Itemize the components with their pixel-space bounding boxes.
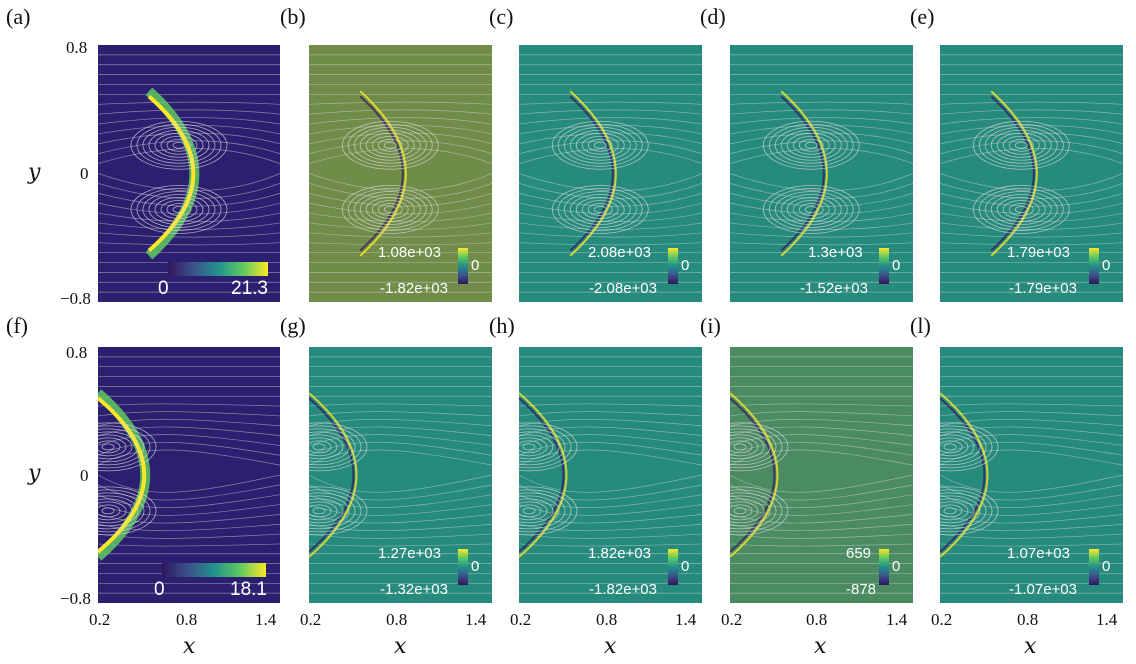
panel-l-plot [940, 347, 1123, 603]
colorbar-h [668, 549, 678, 585]
colorbar-g-max: 1.27e+03 [378, 545, 441, 562]
y-axis-label-row2: y [28, 461, 41, 486]
y-tick-bottom-row2: −0.8 [60, 589, 91, 608]
x-axis-label-col3: x [604, 634, 617, 659]
colorbar-h-min: -1.82e+03 [589, 581, 657, 598]
colorbar-g [458, 549, 468, 585]
y-axis-label-row1: y [28, 160, 41, 185]
colorbar-l-min: -1.07e+03 [1009, 581, 1077, 598]
panel-label-d: (d) [700, 4, 726, 29]
colorbar-l [1089, 549, 1099, 585]
colorbar-f [162, 563, 266, 577]
colorbar-g-zero: 0 [471, 558, 480, 575]
x-tick-right-col5: 1.4 [1096, 610, 1118, 629]
x-tick-left-col3: 0.2 [510, 610, 532, 629]
colorbar-a [168, 262, 268, 276]
x-tick-left-col4: 0.2 [721, 610, 743, 629]
colorbar-b-zero: 0 [471, 257, 480, 274]
x-tick-mid-col4: 0.8 [806, 610, 828, 629]
panel-a [98, 45, 280, 302]
colorbar-c-zero: 0 [681, 257, 690, 274]
colorbar-c-min: -2.08e+03 [589, 280, 657, 297]
panel-label-f: (f) [6, 313, 28, 338]
y-tick-top-row2: 0.8 [66, 343, 88, 362]
colorbar-g-min: -1.32e+03 [380, 581, 448, 598]
panel-label-h: (h) [489, 313, 515, 338]
panel-label-g: (g) [280, 313, 306, 338]
colorbar-l-zero: 0 [1102, 558, 1111, 575]
colorbar-h-zero: 0 [681, 558, 690, 575]
colorbar-d-zero: 0 [892, 257, 901, 274]
colorbar-f-max: 18.1 [230, 579, 267, 600]
colorbar-d-min: -1.52e+03 [800, 280, 868, 297]
colorbar-i [879, 549, 889, 585]
x-tick-mid-col5: 0.8 [1017, 610, 1039, 629]
colorbar-i-zero: 0 [892, 558, 901, 575]
x-tick-left-col2: 0.2 [300, 610, 322, 629]
colorbar-c-max: 2.08e+03 [588, 244, 651, 261]
y-tick-top-row1: 0.8 [66, 38, 88, 57]
colorbar-e-zero: 0 [1102, 257, 1111, 274]
colorbar-e-min: -1.79e+03 [1009, 280, 1077, 297]
x-tick-left-col5: 0.2 [931, 610, 953, 629]
x-tick-right-col1: 1.4 [255, 610, 277, 629]
panel-c-plot [519, 45, 702, 302]
x-tick-mid-col1: 0.8 [176, 610, 198, 629]
colorbar-c [668, 248, 678, 284]
panel-label-i: (i) [700, 313, 721, 338]
x-axis-label-col5: x [1024, 634, 1037, 659]
panel-label-c: (c) [489, 4, 514, 29]
x-axis-label-col4: x [814, 634, 827, 659]
colorbar-b-max: 1.08e+03 [378, 244, 441, 261]
colorbar-a-max: 21.3 [231, 278, 268, 299]
y-tick-mid-row2: 0 [80, 466, 89, 485]
x-axis-label-col1: x [183, 634, 196, 659]
colorbar-d [879, 248, 889, 284]
colorbar-e-max: 1.79e+03 [1007, 244, 1070, 261]
colorbar-b [458, 248, 468, 284]
x-tick-right-col3: 1.4 [675, 610, 697, 629]
panel-label-b: (b) [280, 4, 306, 29]
panel-f-plot [98, 347, 280, 603]
y-tick-mid-row1: 0 [80, 164, 89, 183]
colorbar-d-max: 1.3e+03 [808, 244, 863, 261]
colorbar-e [1089, 248, 1099, 284]
panel-a-plot [98, 45, 280, 302]
panel-l [940, 347, 1123, 603]
colorbar-h-max: 1.82e+03 [588, 545, 651, 562]
panel-label-a: (a) [6, 4, 31, 29]
x-tick-right-col2: 1.4 [465, 610, 487, 629]
x-tick-mid-col2: 0.8 [386, 610, 408, 629]
panel-f [98, 347, 280, 603]
colorbar-i-min: -878 [846, 581, 877, 598]
panel-c [519, 45, 702, 302]
colorbar-i-max: 659 [846, 545, 872, 562]
colorbar-l-max: 1.07e+03 [1007, 545, 1070, 562]
panel-label-l: (l) [910, 313, 931, 338]
x-axis-label-col2: x [394, 634, 407, 659]
x-tick-right-col4: 1.4 [886, 610, 908, 629]
colorbar-f-min: 0 [154, 579, 165, 600]
panel-label-e: (e) [910, 4, 935, 29]
colorbar-b-min: -1.82e+03 [380, 280, 448, 297]
colorbar-a-min: 0 [158, 278, 169, 299]
y-tick-bottom-row1: −0.8 [60, 289, 91, 308]
x-tick-left-col1: 0.2 [89, 610, 111, 629]
x-tick-mid-col3: 0.8 [596, 610, 618, 629]
